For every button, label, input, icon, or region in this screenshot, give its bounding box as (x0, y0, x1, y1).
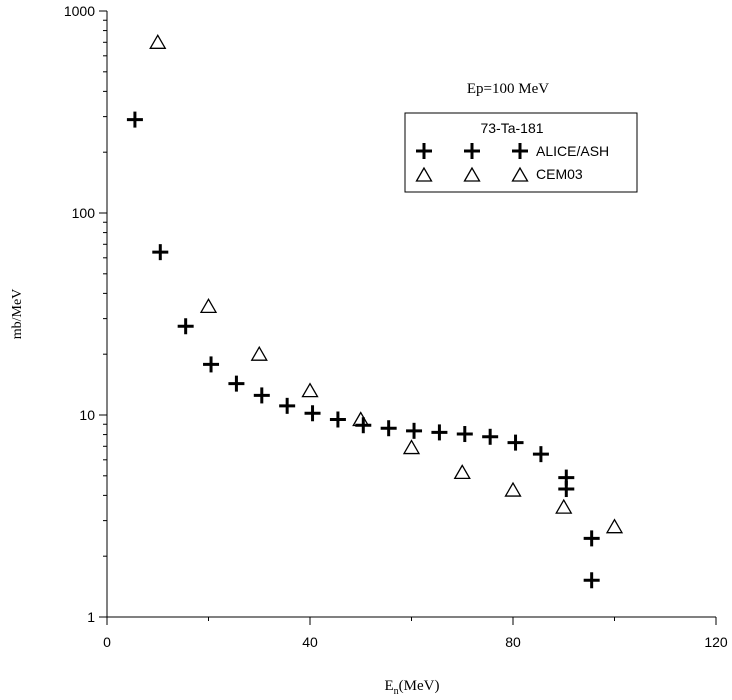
legend-marker-cem03 (511, 166, 529, 182)
legend-marker-alice-ash (512, 143, 528, 159)
point-cem03 (402, 439, 421, 455)
legend-entry-alice-ash (416, 143, 528, 159)
point-alice-ash (558, 481, 575, 498)
legend-label-alice-ash: ALICE/ASH (536, 143, 609, 159)
legend-title: 73-Ta-181 (480, 120, 543, 136)
point-alice-ash (152, 244, 169, 261)
point-cem03 (605, 518, 624, 534)
energy-annotation: Ep=100 MeV (467, 81, 549, 97)
point-alice-ash (329, 411, 346, 428)
x-tick-label: 120 (704, 634, 728, 650)
data-points (126, 33, 624, 589)
y-tick-label: 100 (72, 205, 96, 221)
point-alice-ash (279, 397, 296, 414)
legend-marker-cem03 (463, 166, 481, 182)
point-alice-ash (431, 424, 448, 441)
y-tick-label: 1 (87, 609, 95, 625)
point-alice-ash (406, 422, 423, 439)
legend-marker-alice-ash (416, 143, 432, 159)
point-alice-ash (253, 387, 270, 404)
point-alice-ash (177, 318, 194, 335)
x-axis-label-unit: (MeV) (399, 678, 440, 694)
point-alice-ash (203, 356, 220, 373)
legend-marker-cem03 (415, 166, 433, 182)
point-cem03 (149, 33, 167, 49)
point-cem03 (352, 411, 370, 427)
point-alice-ash (304, 405, 321, 422)
legend-marker-alice-ash (464, 143, 480, 159)
y-tick-label: 1000 (64, 3, 95, 19)
x-tick-label: 80 (505, 634, 521, 650)
x-tick-label: 40 (302, 634, 318, 650)
x-axis-label: En(MeV) (385, 678, 440, 697)
axes (106, 11, 716, 618)
point-cem03 (199, 298, 218, 314)
point-cem03 (555, 498, 573, 514)
x-axis-label-main: E (385, 678, 394, 694)
y-axis-label: mb/MeV (10, 289, 25, 340)
legend-label-cem03: CEM03 (536, 166, 583, 182)
point-alice-ash (380, 420, 397, 437)
x-tick-label: 0 (103, 634, 111, 650)
legend: 73-Ta-181 ALICE/ASH CEM03 (404, 112, 638, 193)
point-alice-ash (456, 426, 473, 443)
point-cem03 (453, 464, 471, 480)
point-alice-ash (482, 428, 499, 445)
point-cem03 (250, 345, 268, 361)
x-axis-label-sub: n (394, 686, 399, 697)
legend-entry-cem03 (415, 166, 529, 182)
point-alice-ash (126, 111, 143, 128)
point-cem03 (504, 481, 522, 497)
y-tick-label: 10 (79, 407, 95, 423)
ticks (99, 10, 717, 625)
point-alice-ash (507, 434, 524, 451)
point-alice-ash (532, 446, 549, 463)
point-alice-ash (583, 572, 600, 589)
point-cem03 (301, 382, 319, 398)
point-alice-ash (228, 375, 245, 392)
point-alice-ash (583, 530, 600, 547)
